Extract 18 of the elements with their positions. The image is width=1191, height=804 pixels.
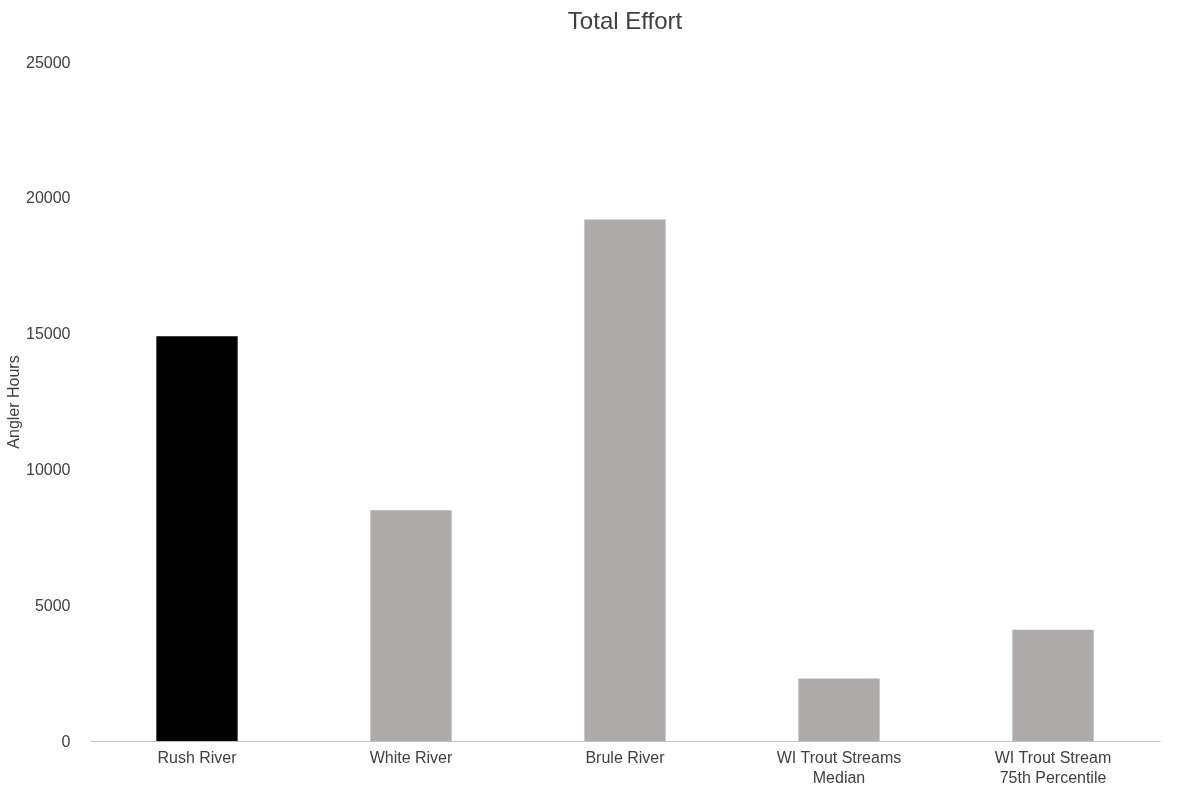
chart-title: Total Effort xyxy=(567,7,683,34)
x-tick-label: WI Trout Streams Median xyxy=(776,748,902,786)
bar xyxy=(798,678,880,741)
bar xyxy=(156,336,238,741)
x-tick-label: Rush River xyxy=(157,748,238,766)
x-tick-label: Brule River xyxy=(585,748,666,766)
y-tick-label: 25000 xyxy=(26,53,71,71)
y-tick-label: 5000 xyxy=(34,596,71,614)
y-tick-label: 15000 xyxy=(26,325,71,343)
x-tick-label: White River xyxy=(369,748,454,766)
y-tick-label: 10000 xyxy=(26,460,71,478)
y-tick-label: 20000 xyxy=(26,189,71,207)
y-axis-title: Angler Hours xyxy=(5,355,23,449)
y-tick-label: 0 xyxy=(61,732,71,750)
x-tick-label: WI Trout Stream 75th Percentile xyxy=(994,748,1112,786)
bar xyxy=(1012,629,1094,741)
bar xyxy=(370,510,452,741)
bar xyxy=(584,219,666,741)
